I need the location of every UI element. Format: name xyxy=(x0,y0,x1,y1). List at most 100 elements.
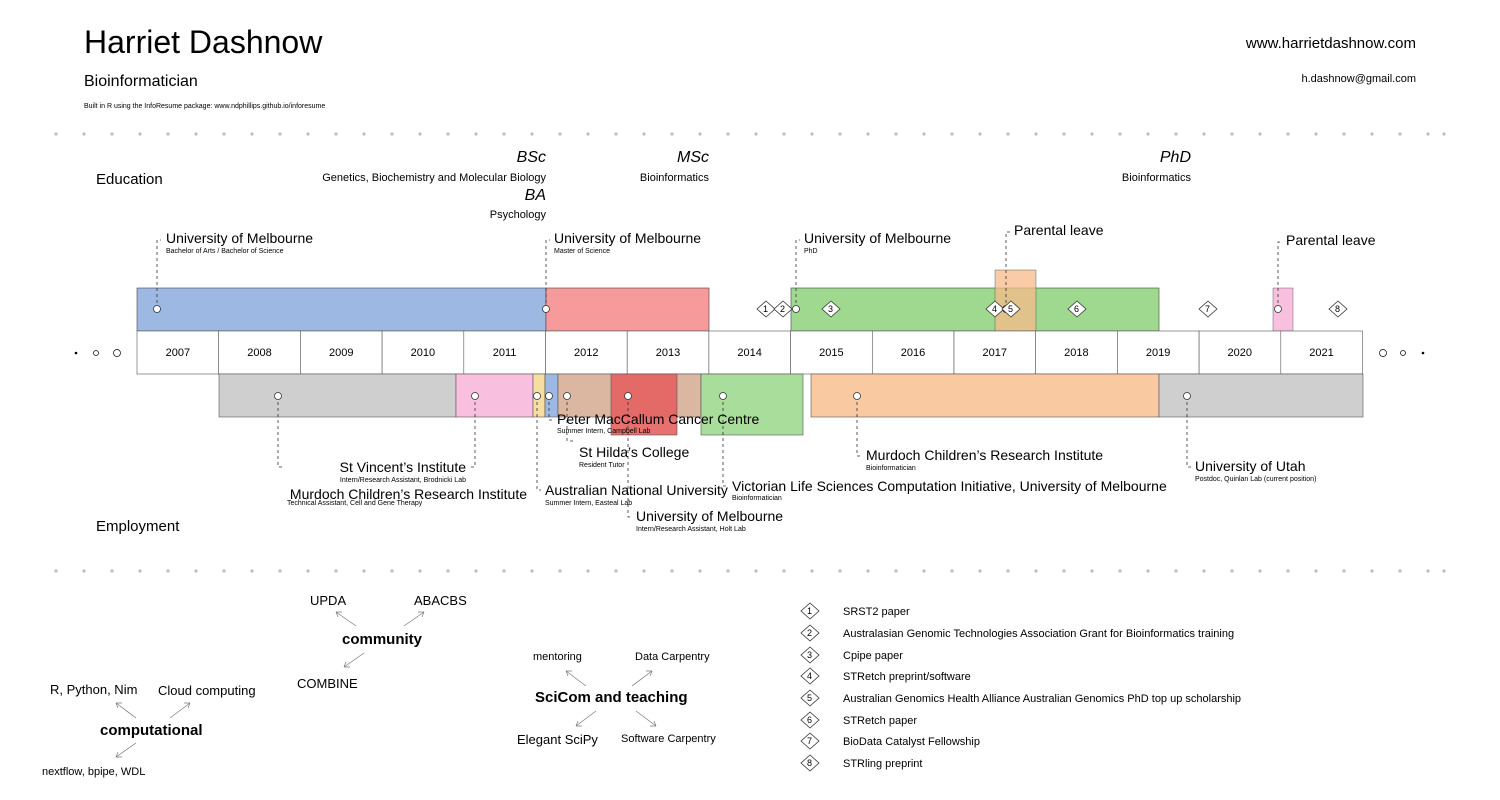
emp-label-role: Technical Assistant, Cell and Gene Thera… xyxy=(287,500,423,507)
degree-phd: PhD xyxy=(1159,149,1191,166)
skill-scicom-d: Software Carpentry xyxy=(621,733,716,745)
emp-label-org: Peter MacCallum Cancer Centre xyxy=(557,411,760,427)
year-label: 2009 xyxy=(328,347,354,359)
skill-arrow xyxy=(418,611,425,618)
edu-marker xyxy=(542,305,550,313)
skill-arrow xyxy=(335,611,342,618)
emp-marker xyxy=(274,392,282,400)
milestone-number: 4 xyxy=(992,304,998,314)
skill-scicom-b: Data Carpentry xyxy=(635,651,710,663)
legend-text: Cpipe paper xyxy=(843,650,903,662)
year-label: 2010 xyxy=(410,347,436,359)
skill-community-c: COMBINE xyxy=(297,676,358,691)
timeline-end-dot xyxy=(93,350,99,356)
legend-number: 1 xyxy=(807,606,813,616)
degree-phd-field: Bioinformatics xyxy=(1121,172,1191,184)
legend-text: SRST2 paper xyxy=(843,606,910,618)
milestone-number: 3 xyxy=(828,304,834,314)
milestone-number: 1 xyxy=(763,304,769,314)
skill-scicom-a: mentoring xyxy=(533,651,582,663)
year-label: 2017 xyxy=(982,347,1007,359)
legend-diamond-4 xyxy=(800,667,820,685)
emp-bar-utah xyxy=(1158,373,1364,418)
year-labels: 2007 2008 2009 2010 2011 2012 2013 2014 … xyxy=(137,347,1363,359)
skill-computational-a: R, Python, Nim xyxy=(50,682,138,697)
emp-label-role: Resident Tutor xyxy=(579,462,625,469)
timeline-end-dot xyxy=(74,351,78,355)
edu-marker xyxy=(153,305,161,313)
year-label: 2013 xyxy=(655,347,681,359)
edu-marker xyxy=(1274,305,1282,313)
degree-bsc: BSc xyxy=(516,149,546,166)
edu-leader-line xyxy=(795,239,800,309)
email-link[interactable]: h.dashnow@gmail.com xyxy=(1301,73,1417,85)
legend-number: 2 xyxy=(807,628,813,638)
legend-diamond-3 xyxy=(800,646,820,664)
edu-leader-line xyxy=(1277,241,1282,309)
edu-label-detail: Bachelor of Arts / Bachelor of Science xyxy=(166,248,284,255)
skill-arrow xyxy=(115,702,137,719)
year-label: 2020 xyxy=(1227,347,1253,359)
milestone-number: 8 xyxy=(1335,304,1341,314)
milestone-diamond-4 xyxy=(985,300,1005,318)
emp-marker xyxy=(1183,392,1191,400)
skill-arrow xyxy=(343,661,350,668)
legend-text: Australian Genomics Health Alliance Aust… xyxy=(843,693,1242,705)
milestone-diamond-6 xyxy=(1067,300,1087,318)
degree-bsc-field: Genetics, Biochemistry and Molecular Bio… xyxy=(322,172,546,184)
year-label: 2012 xyxy=(574,347,599,359)
skill-arrow xyxy=(631,670,653,687)
emp-label-org: University of Melbourne xyxy=(636,508,784,524)
skill-arrow xyxy=(169,702,191,719)
timeline-end-dot xyxy=(1421,351,1425,355)
emp-marker xyxy=(853,392,861,400)
emp-label-role: Summer Intern, Campbell Lab xyxy=(557,428,651,435)
edu-label-detail: Master of Science xyxy=(554,248,611,255)
emp-label-role: Intern/Research Assistant, Holt Lab xyxy=(636,526,746,533)
skill-arrow xyxy=(565,670,572,677)
emp-label-org: Victorian Life Sciences Computation Init… xyxy=(732,478,1167,494)
year-axis xyxy=(136,330,1363,375)
year-label: 2018 xyxy=(1064,347,1089,359)
skill-arrow xyxy=(335,611,357,627)
emp-label-org: Murdoch Children’s Research Institute xyxy=(289,486,527,502)
legend-text: BioData Catalyst Fellowship xyxy=(843,736,980,748)
timeline-end-dot xyxy=(1400,350,1406,356)
milestone-diamond-3 xyxy=(821,300,841,318)
emp-label-org: University of Utah xyxy=(1195,458,1306,474)
emp-label-role: Bioinformatician xyxy=(866,465,916,472)
dotted-separator-top xyxy=(54,132,1446,136)
emp-marker xyxy=(471,392,479,400)
milestone-diamond-5 xyxy=(1001,300,1021,318)
skill-arrow xyxy=(635,710,657,727)
skill-arrow xyxy=(646,670,653,677)
skill-scicom-c: Elegant SciPy xyxy=(517,732,598,747)
emp-marker xyxy=(545,392,553,400)
timeline-end-dot xyxy=(1379,349,1387,357)
skill-arrow xyxy=(650,720,657,727)
legend-number: 7 xyxy=(807,736,813,746)
degree-msc: MSc xyxy=(677,149,709,166)
skill-arrow xyxy=(115,742,137,758)
degree-ba-field: Psychology xyxy=(489,209,546,221)
built-with-note: Built in R using the InfoResume package:… xyxy=(84,103,326,110)
legend-text: Australasian Genomic Technologies Associ… xyxy=(843,628,1235,640)
emp-label-org: Murdoch Children’s Research Institute xyxy=(866,447,1104,463)
emp-leader-line xyxy=(856,396,861,457)
skill-arrow xyxy=(575,720,582,727)
emp-bar-svi xyxy=(218,373,457,418)
skill-hub-computational: computational xyxy=(100,722,203,739)
edu-bar-parental-leave-1 xyxy=(994,269,1037,332)
emp-label-role: Intern/Research Assistant, Brodnicki Lab xyxy=(339,477,466,484)
skill-arrow xyxy=(343,652,365,668)
emp-bar-unimelb xyxy=(610,373,678,436)
year-label: 2019 xyxy=(1145,347,1171,359)
emp-bar-mcri-2 xyxy=(810,373,1160,418)
skill-community-a: UPDA xyxy=(310,593,347,608)
year-label: 2016 xyxy=(900,347,926,359)
website-link[interactable]: www.harrietdashnow.com xyxy=(1245,35,1416,52)
milestone-number: 7 xyxy=(1205,304,1211,314)
year-label: 2008 xyxy=(247,347,272,359)
resume-subtitle: Bioinformatician xyxy=(84,73,198,90)
